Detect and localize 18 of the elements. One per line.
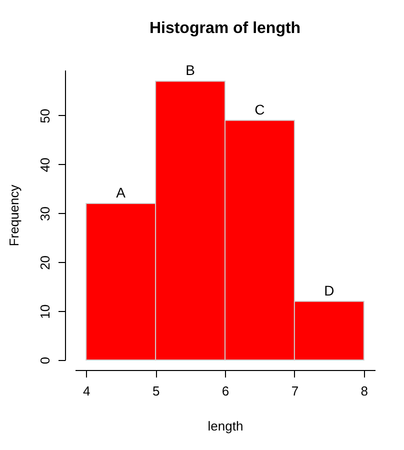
x-tick-label: 7 [291,384,299,398]
data-label: A [116,184,126,201]
chart-title: Histogram of length [149,20,301,38]
data-label: B [186,62,195,78]
data-label: D [324,282,334,298]
x-axis-title: length [208,418,244,434]
x-tick-label: 5 [152,384,160,398]
x-tick-label: 6 [222,384,230,398]
data-label: C [254,101,265,118]
x-tick-label: 8 [360,384,368,398]
x-tick-label: 4 [82,384,90,398]
y-tick-label: 0 [38,356,52,364]
y-axis-title: Frequency [6,184,22,246]
y-tick-label: 20 [38,255,52,270]
y-tick-label: 30 [38,206,52,222]
y-tick-label: 10 [38,304,52,319]
y-tick-label: 50 [38,108,52,124]
y-tick-label: 40 [38,158,52,172]
